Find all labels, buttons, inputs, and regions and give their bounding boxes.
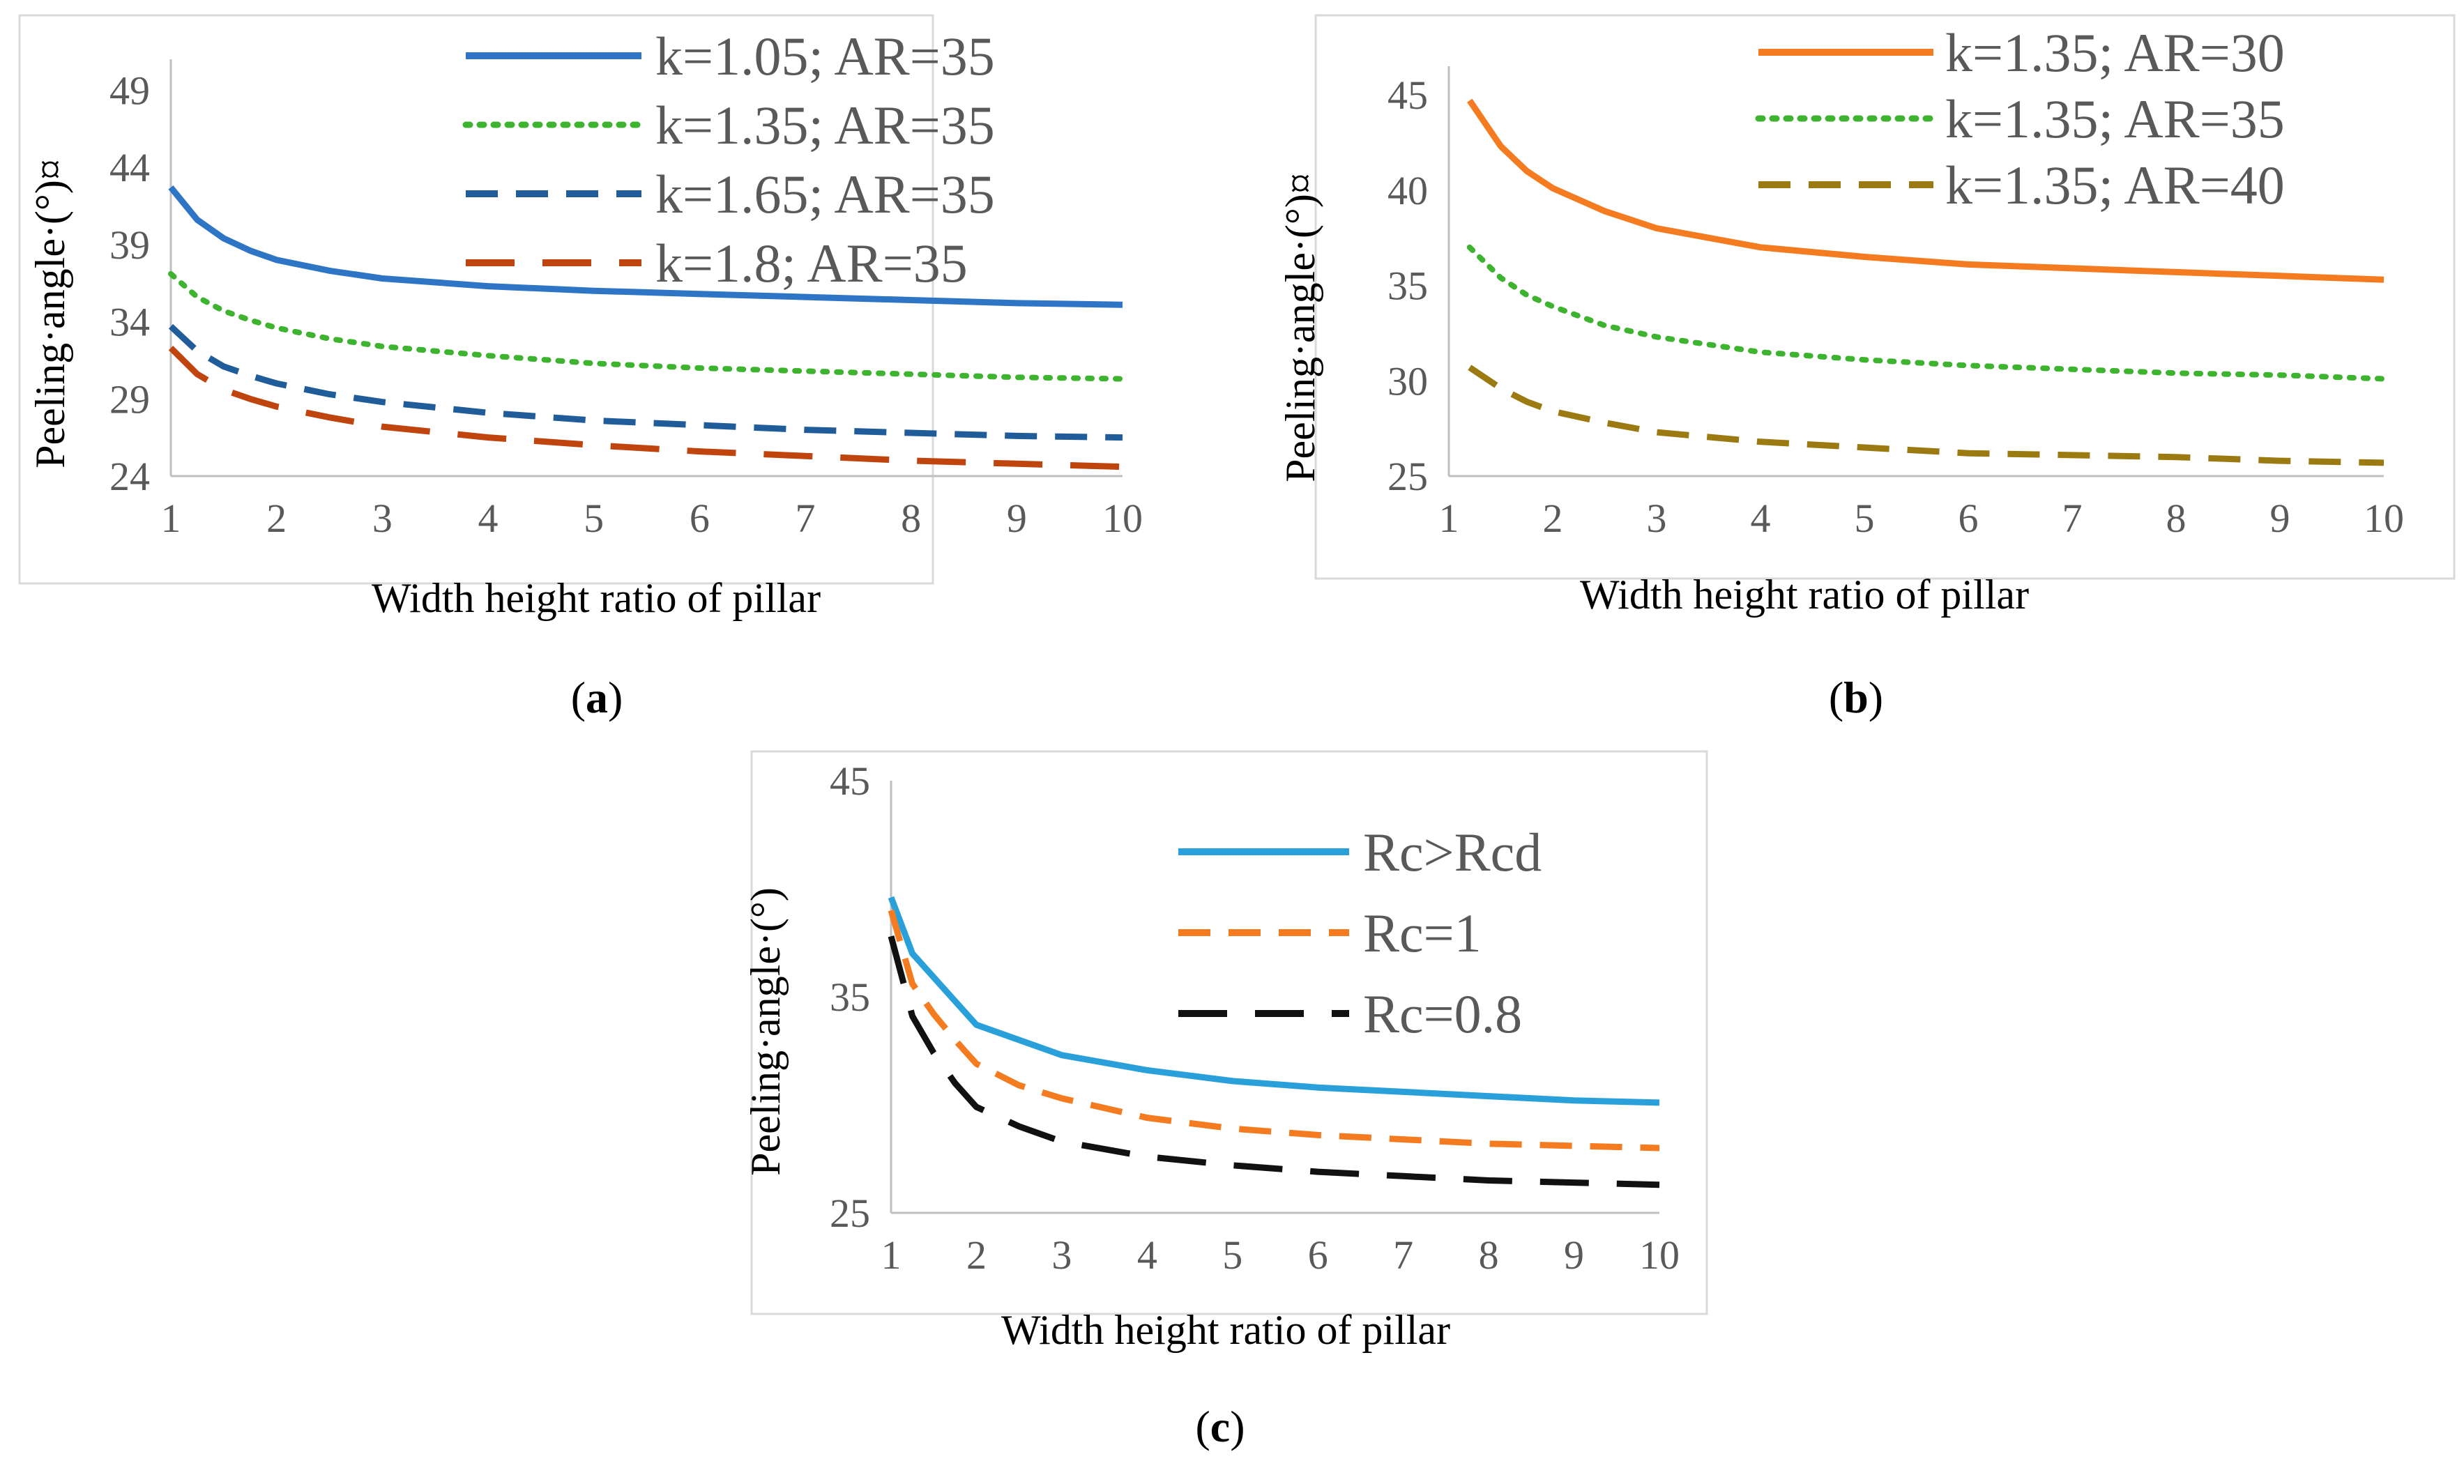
- legend-label: k=1.65; AR=35: [655, 164, 995, 224]
- series-line-3: [1468, 365, 2385, 466]
- panel-letter: c: [1210, 1402, 1230, 1451]
- y-tick-label: 45: [1387, 72, 1428, 118]
- x-tick-label: 7: [796, 496, 816, 541]
- legend-label: k=1.35; AR=35: [1945, 89, 2285, 149]
- series-line-1: [1467, 98, 2385, 283]
- x-tick-label: 1: [881, 1232, 902, 1278]
- x-axis-label: Width height ratio of pillar: [1580, 572, 2029, 618]
- x-tick-label: 3: [1051, 1232, 1072, 1278]
- series-line-3: [168, 323, 1123, 441]
- x-tick-label: 8: [1479, 1232, 1499, 1278]
- y-axis-label: Peeling·angle·(°)¤: [1277, 173, 1323, 482]
- series-line-1: [168, 185, 1123, 308]
- y-tick-label: 25: [1387, 454, 1428, 499]
- series-line-2: [888, 909, 1660, 1152]
- x-tick-label: 9: [1564, 1232, 1584, 1278]
- x-tick-label: 1: [1439, 496, 1459, 541]
- x-tick-label: 6: [1959, 496, 1979, 541]
- y-tick-label: 25: [830, 1191, 870, 1236]
- panel-caption: (a): [571, 673, 623, 722]
- x-tick-label: 4: [1751, 496, 1771, 541]
- x-tick-label: 5: [1855, 496, 1875, 541]
- y-axis-label: Peeling·angle·(°): [743, 887, 789, 1176]
- x-tick-label: 5: [1222, 1232, 1242, 1278]
- x-tick-label: 10: [1102, 496, 1143, 541]
- x-tick-label: 4: [1137, 1232, 1157, 1278]
- y-tick-label: 34: [109, 300, 150, 345]
- y-tick-label: 44: [109, 145, 150, 190]
- x-tick-label: 6: [1308, 1232, 1328, 1278]
- y-tick-label: 49: [109, 68, 150, 113]
- x-tick-label: 2: [966, 1232, 987, 1278]
- x-tick-label: 8: [901, 496, 921, 541]
- x-tick-label: 3: [1647, 496, 1667, 541]
- y-tick-label: 30: [1387, 358, 1428, 404]
- legend-label: k=1.05; AR=35: [655, 26, 995, 86]
- x-tick-label: 4: [478, 496, 499, 541]
- x-tick-label: 5: [584, 496, 604, 541]
- legend-label: Rc=0.8: [1363, 984, 1522, 1044]
- legend-label: k=1.35; AR=30: [1945, 22, 2285, 83]
- x-tick-label: 3: [372, 496, 393, 541]
- y-tick-label: 24: [109, 454, 150, 499]
- x-tick-label: 7: [1393, 1232, 1413, 1278]
- y-tick-label: 35: [1387, 263, 1428, 309]
- x-tick-label: 9: [1007, 496, 1027, 541]
- x-tick-label: 8: [2166, 496, 2187, 541]
- chart-frame: [1314, 14, 2456, 580]
- x-tick-label: 10: [1639, 1232, 1680, 1278]
- series-line-1: [888, 896, 1660, 1106]
- x-tick-label: 10: [2364, 496, 2404, 541]
- panel-caption: (b): [1829, 673, 1883, 722]
- legend-label: k=1.35; AR=40: [1945, 155, 2285, 215]
- y-axis-label: Peeling·angle·(°)¤: [27, 159, 73, 468]
- legend-label: Rc>Rcd: [1363, 822, 1542, 882]
- legend-label: Rc=1: [1363, 903, 1482, 963]
- x-tick-label: 7: [2062, 496, 2083, 541]
- y-tick-label: 29: [109, 376, 150, 422]
- x-axis-label: Width height ratio of pillar: [1001, 1307, 1450, 1353]
- x-axis-label: Width height ratio of pillar: [372, 575, 821, 621]
- series-line-2: [168, 270, 1125, 382]
- x-tick-label: 2: [1543, 496, 1563, 541]
- y-tick-label: 45: [830, 758, 870, 804]
- panel-letter: b: [1843, 673, 1869, 722]
- y-tick-label: 39: [109, 222, 150, 268]
- x-tick-label: 2: [266, 496, 287, 541]
- series-line-3: [888, 935, 1660, 1188]
- x-tick-label: 9: [2270, 496, 2290, 541]
- legend-label: k=1.8; AR=35: [655, 233, 968, 293]
- y-tick-label: 40: [1387, 168, 1428, 213]
- panel-letter: a: [586, 673, 608, 722]
- chart-frame: [750, 750, 1708, 1315]
- panel-caption: (c): [1195, 1402, 1245, 1451]
- y-tick-label: 35: [830, 974, 870, 1020]
- chart-panel-c: 1 2 3 4 5 6 7 8 9 10253545Rc>RcdRc=1Rc=0.8Peeling…: [743, 750, 1708, 1451]
- x-tick-label: 6: [690, 496, 710, 541]
- x-tick-label: 1: [161, 496, 181, 541]
- series-line-2: [1466, 244, 2387, 382]
- legend-label: k=1.35; AR=35: [655, 95, 995, 155]
